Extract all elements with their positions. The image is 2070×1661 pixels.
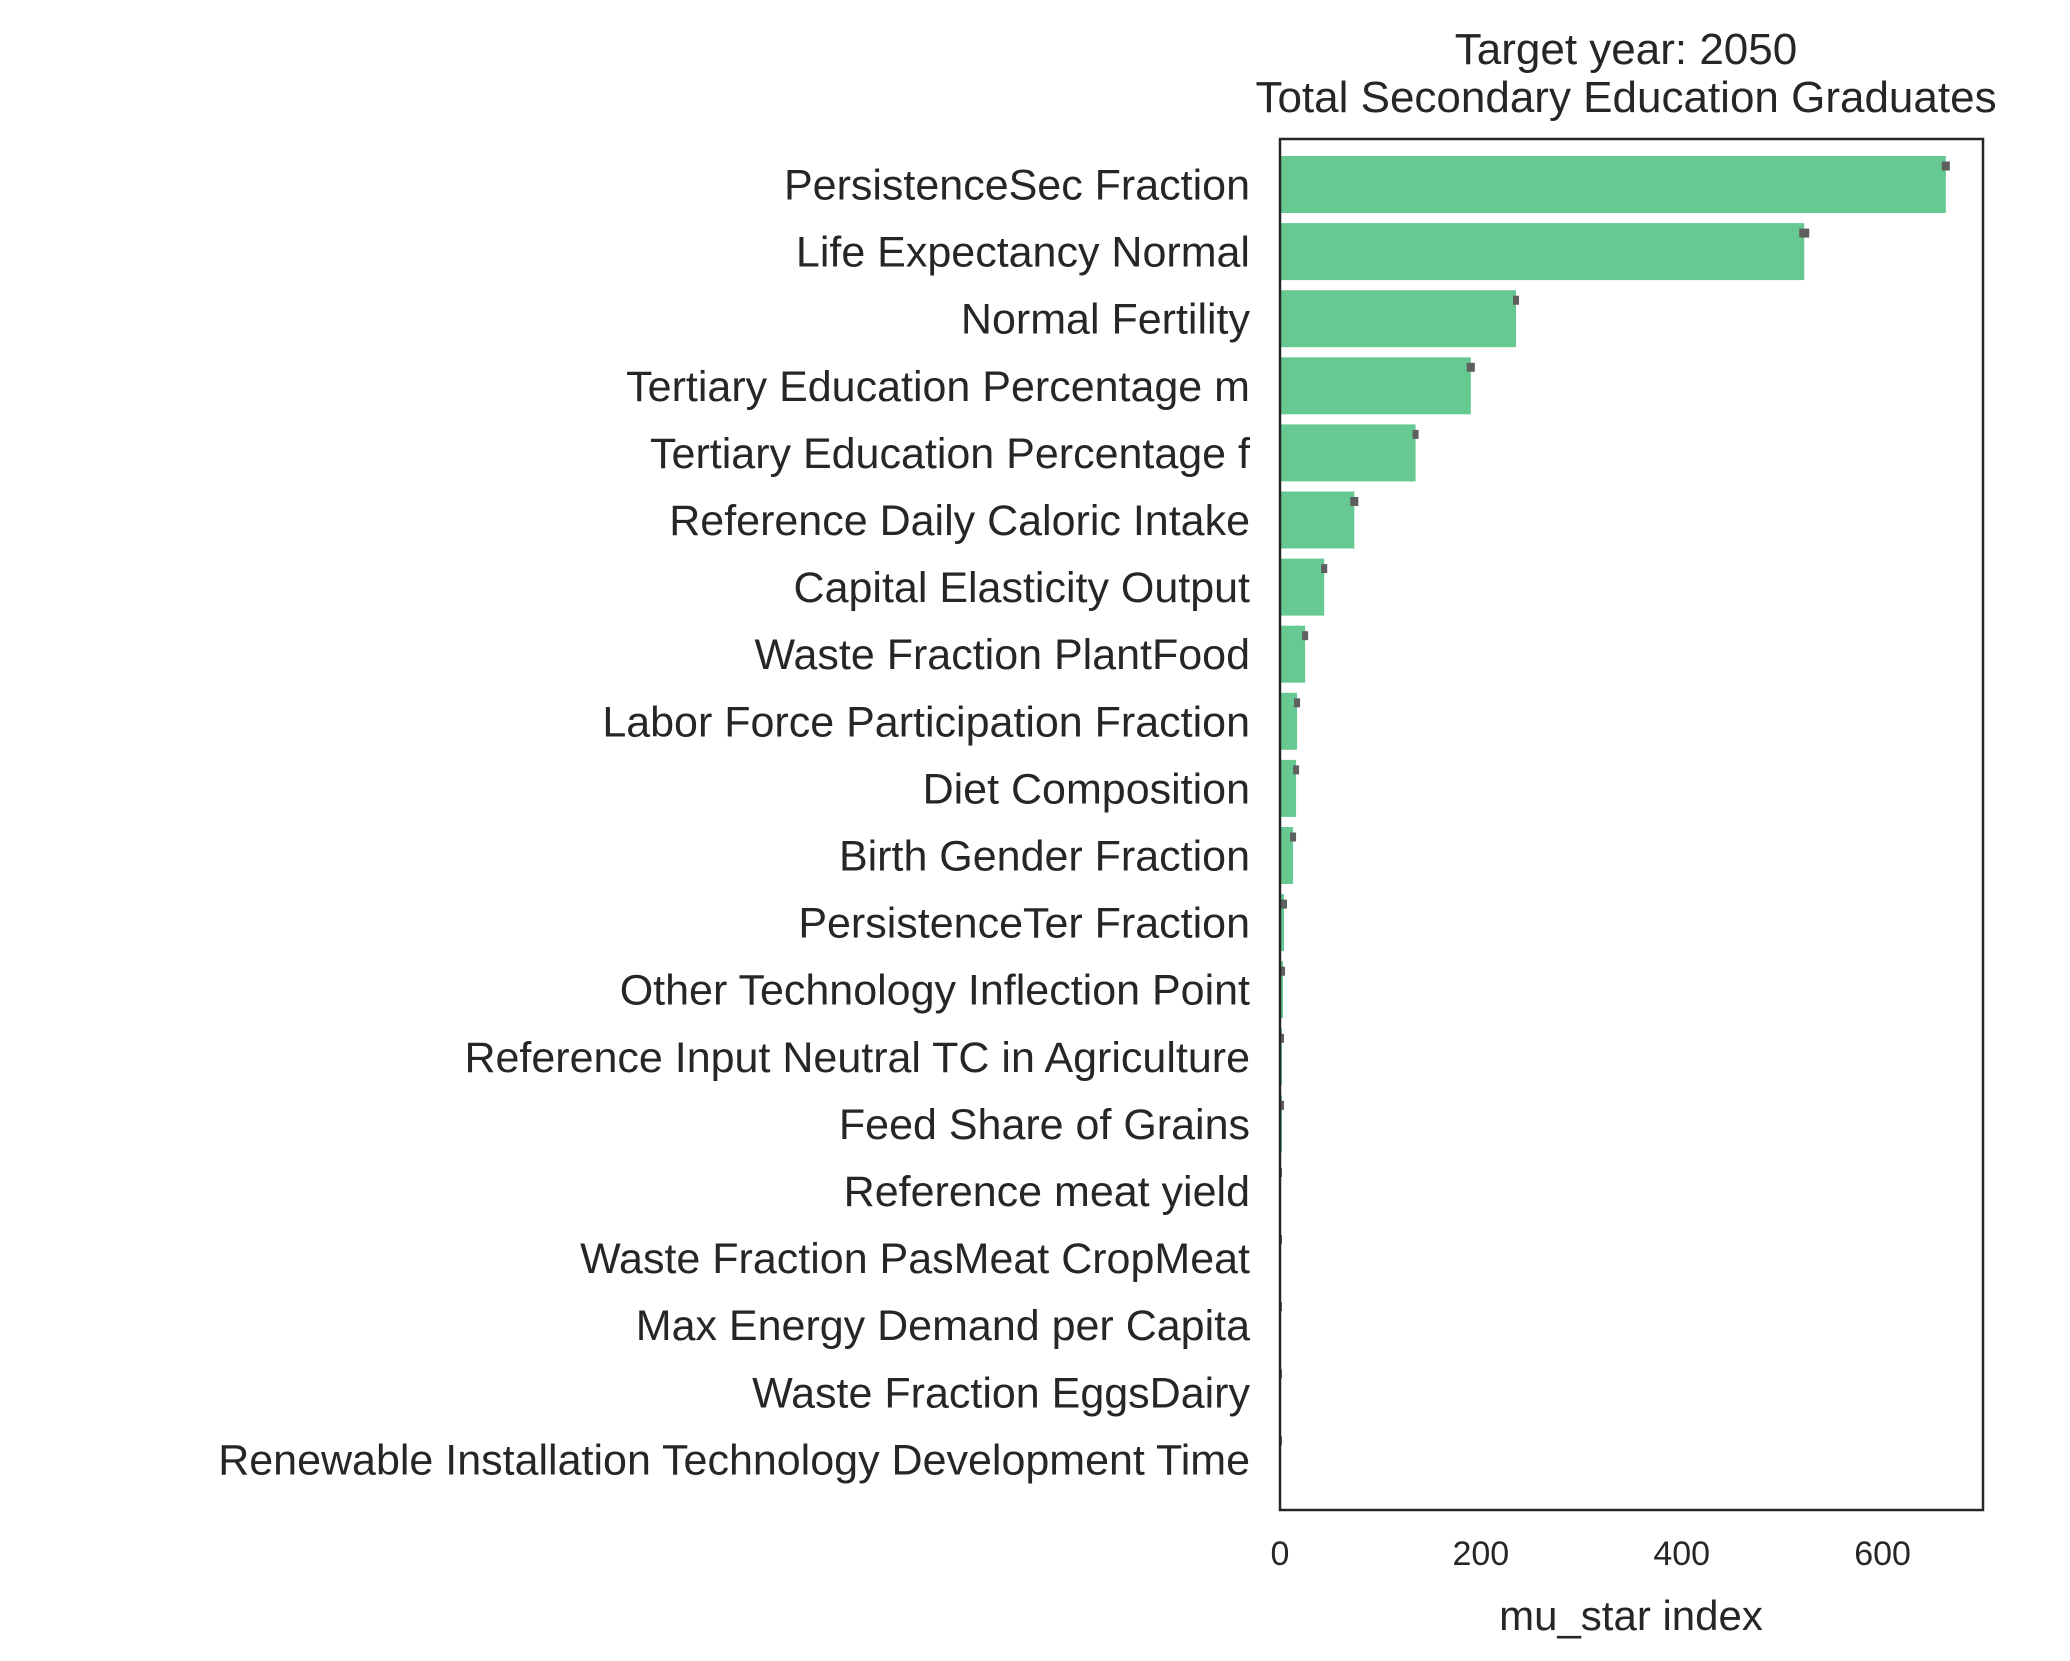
- x-axis-label: mu_star index: [1499, 1592, 1763, 1639]
- category-label: PersistenceTer Fraction: [798, 900, 1250, 948]
- category-label: Reference Input Neutral TC in Agricultur…: [464, 1034, 1250, 1082]
- x-tick-label: 0: [1271, 1535, 1290, 1573]
- bar: [1280, 357, 1471, 415]
- category-label: Waste Fraction PasMeat CropMeat: [580, 1235, 1250, 1283]
- bar: [1280, 692, 1298, 750]
- category-label: Tertiary Education Percentage m: [626, 363, 1250, 411]
- plot-frame: [1278, 137, 1985, 1512]
- category-label: Labor Force Participation Fraction: [602, 698, 1250, 746]
- category-label: Diet Composition: [923, 765, 1250, 813]
- category-label: Waste Fraction PlantFood: [754, 631, 1250, 679]
- bar: [1280, 223, 1805, 281]
- category-label: Renewable Installation Technology Develo…: [218, 1436, 1250, 1484]
- category-label: Reference meat yield: [844, 1168, 1250, 1216]
- category-label: Feed Share of Grains: [839, 1101, 1250, 1149]
- bars-layer: [1280, 156, 1946, 1488]
- category-label: Max Energy Demand per Capita: [636, 1302, 1250, 1350]
- category-label: Tertiary Education Percentage f: [650, 430, 1251, 478]
- x-tick-label: 600: [1854, 1535, 1911, 1573]
- x-tick-label: 400: [1653, 1535, 1710, 1573]
- category-label: Waste Fraction EggsDairy: [752, 1369, 1250, 1417]
- bar: [1280, 491, 1355, 549]
- bar: [1280, 827, 1294, 884]
- error-bars-layer: [1280, 161, 1950, 1446]
- category-label: Reference Daily Caloric Intake: [669, 497, 1250, 545]
- bar: [1280, 156, 1946, 213]
- bar: [1280, 625, 1306, 683]
- bar: [1280, 894, 1285, 952]
- category-label: Life Expectancy Normal: [796, 229, 1250, 277]
- category-label: Other Technology Inflection Point: [620, 967, 1250, 1015]
- bar: [1280, 961, 1284, 1019]
- chart-title-line2: Total Secondary Education Graduates: [1255, 73, 1996, 122]
- category-label: Capital Elasticity Output: [794, 564, 1251, 612]
- bar: [1280, 759, 1297, 817]
- x-tick-labels: 0 200 400 600: [1271, 1535, 1911, 1573]
- bar: [1280, 558, 1325, 616]
- x-tick-label: 200: [1452, 1535, 1509, 1573]
- category-labels: PersistenceSec Fraction Life Expectancy N…: [218, 162, 1251, 1485]
- bar: [1280, 424, 1416, 482]
- bar: [1280, 290, 1517, 348]
- chart-title-line1: Target year: 2050: [1455, 25, 1797, 74]
- category-label: PersistenceSec Fraction: [784, 162, 1250, 210]
- category-label: Birth Gender Fraction: [839, 833, 1250, 881]
- category-label: Normal Fertility: [961, 296, 1251, 344]
